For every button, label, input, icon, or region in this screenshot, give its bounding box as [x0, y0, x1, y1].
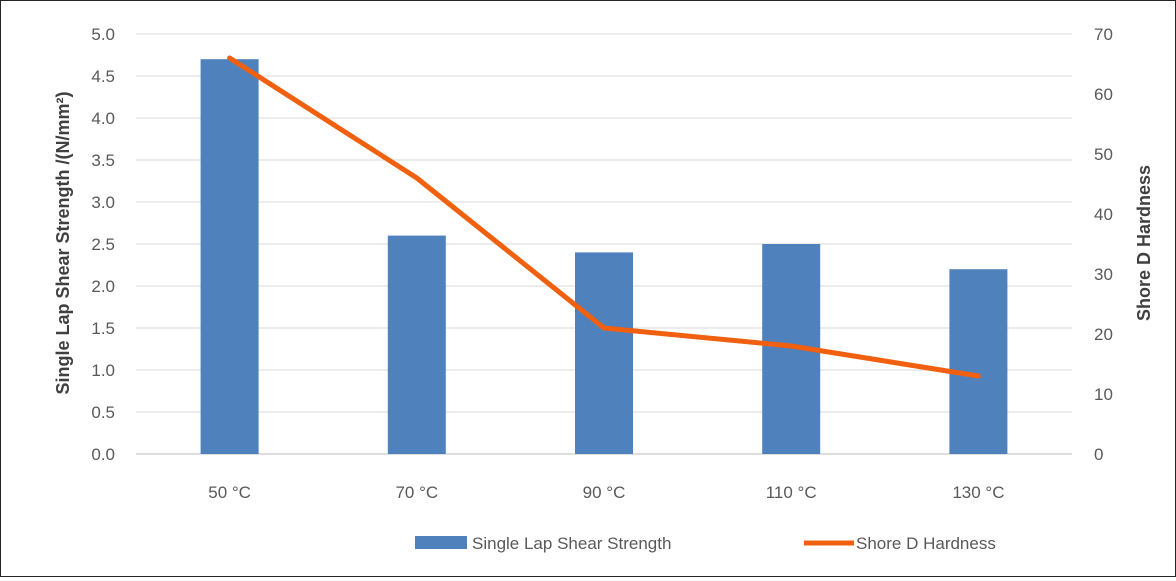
- left-axis-ticks: 0.0 0.5 1.0 1.5 2.0 2.5 3.0 3.5 4.0 4.5 5.0: [91, 25, 115, 464]
- right-tick-label: 30: [1094, 265, 1113, 284]
- left-tick-label: 1.5: [91, 319, 115, 338]
- left-tick-label: 0.5: [91, 403, 115, 422]
- right-tick-label: 10: [1094, 385, 1113, 404]
- left-tick-label: 4.0: [91, 109, 115, 128]
- left-tick-label: 3.0: [91, 193, 115, 212]
- legend-line-label: Shore D Hardness: [856, 534, 996, 553]
- x-tick-label: 130 °C: [952, 483, 1004, 502]
- left-axis-title: Single Lap Shear Strength /(N/mm²): [53, 91, 73, 394]
- left-tick-label: 1.0: [91, 361, 115, 380]
- legend: Single Lap Shear Strength Shore D Hardne…: [415, 534, 996, 553]
- left-tick-label: 5.0: [91, 25, 115, 44]
- legend-bar-label: Single Lap Shear Strength: [472, 534, 671, 553]
- left-tick-label: 0.0: [91, 445, 115, 464]
- x-tick-label: 110 °C: [766, 483, 817, 502]
- x-tick-label: 90 °C: [583, 483, 626, 502]
- right-tick-label: 60: [1094, 85, 1113, 104]
- x-tick-label: 50 °C: [208, 483, 251, 502]
- left-tick-label: 2.0: [91, 277, 115, 296]
- left-tick-label: 4.5: [91, 67, 115, 86]
- x-axis-ticks: 50 °C 70 °C 90 °C 110 °C 130 °C: [208, 483, 1004, 502]
- x-tick-label: 70 °C: [395, 483, 438, 502]
- legend-bar-swatch: [415, 536, 467, 549]
- bar: [575, 252, 633, 454]
- right-axis-ticks: 0 10 20 30 40 50 60 70: [1094, 25, 1113, 464]
- right-tick-label: 70: [1094, 25, 1113, 44]
- bar: [949, 269, 1007, 454]
- left-tick-label: 2.5: [91, 235, 115, 254]
- right-axis-title: Shore D Hardness: [1134, 165, 1154, 321]
- right-tick-label: 0: [1094, 445, 1103, 464]
- right-tick-label: 40: [1094, 205, 1113, 224]
- bar: [201, 59, 259, 454]
- bar: [388, 236, 446, 454]
- right-tick-label: 20: [1094, 325, 1113, 344]
- left-tick-label: 3.5: [91, 151, 115, 170]
- right-tick-label: 50: [1094, 145, 1113, 164]
